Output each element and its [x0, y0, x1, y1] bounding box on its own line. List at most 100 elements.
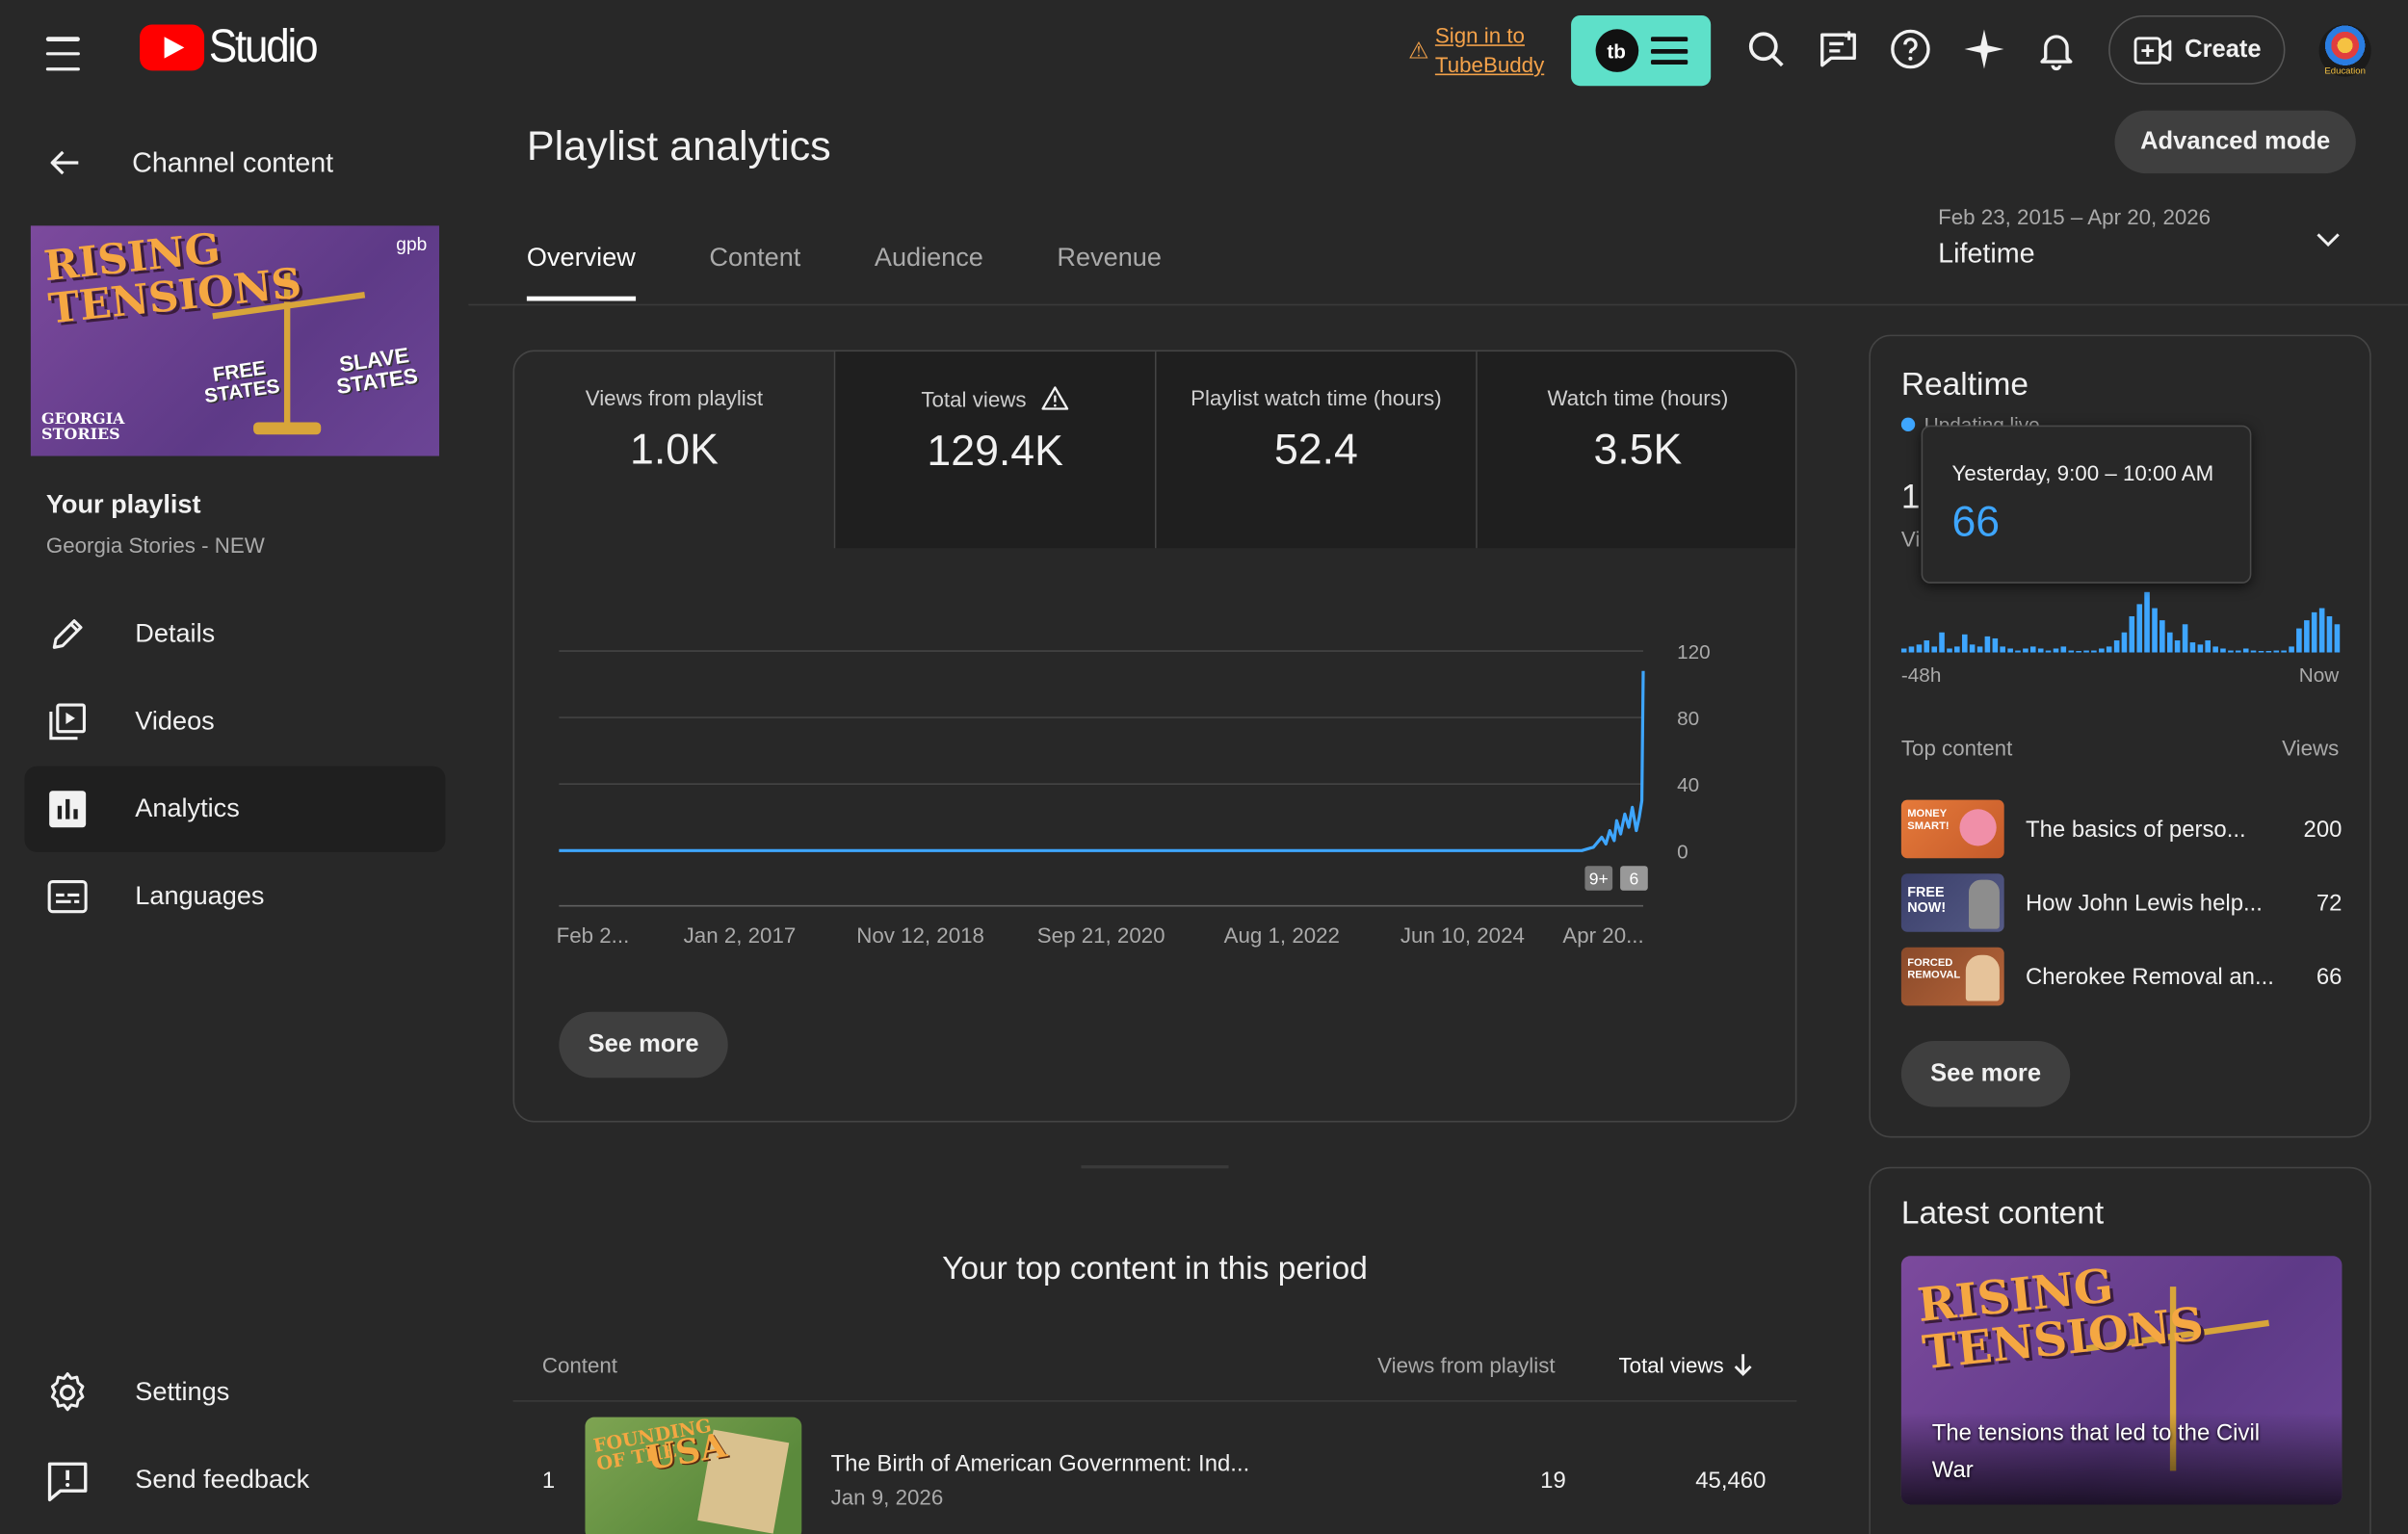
- series-line: [559, 670, 1645, 852]
- x-tick-label: Nov 12, 2018: [856, 923, 984, 948]
- row-total-views: 45,460: [1695, 1468, 1767, 1495]
- tubebuddy-logo-icon: tb: [1594, 29, 1638, 72]
- overview-card: Views from playlist 1.0K Total views 129…: [512, 350, 1797, 1123]
- tab-revenue[interactable]: Revenue: [1057, 242, 1162, 273]
- realtime-bar: [2083, 650, 2089, 653]
- section-divider: [1081, 1165, 1229, 1169]
- item-title: Cherokee Removal an...: [2026, 963, 2274, 990]
- list-item[interactable]: MONEY SMART! The basics of perso... 200: [1900, 799, 2342, 859]
- y-tick-label: 0: [1677, 841, 1688, 863]
- sidebar-item-videos[interactable]: Videos: [25, 679, 446, 765]
- realtime-bar: [2136, 604, 2143, 653]
- realtime-bar: [2060, 646, 2067, 653]
- live-dot-icon: [1900, 417, 1916, 432]
- sidebar-item-analytics[interactable]: Analytics: [24, 766, 446, 852]
- sidebar-item-send-feedback[interactable]: Send feedback: [25, 1437, 446, 1522]
- latest-content-thumbnail[interactable]: RISING TENSIONS The tensions that led to …: [1900, 1256, 2343, 1505]
- realtime-bar: [1900, 648, 1907, 653]
- table-row[interactable]: 1 FOUNDING OF THE USA The Birth of Americ…: [513, 1405, 1797, 1534]
- realtime-bar: [2045, 650, 2052, 653]
- x-tick-label: Apr 20...: [1562, 923, 1643, 948]
- realtime-bar: [1916, 644, 1923, 653]
- avatar[interactable]: Education: [2318, 24, 2371, 77]
- sidebar: Channel content RISING TENSIONS FREE STATE…: [0, 98, 468, 1534]
- latest-content-title: Latest content: [1900, 1196, 2105, 1232]
- sidebar-item-label: Videos: [135, 706, 215, 736]
- tooltip-time: Yesterday, 9:00 – 10:00 AM: [1951, 460, 2214, 485]
- realtime-title: Realtime: [1900, 367, 2029, 403]
- row-thumbnail: FOUNDING OF THE USA: [585, 1417, 802, 1534]
- item-views: 66: [2316, 963, 2343, 990]
- metric-playlist-watch-time[interactable]: Playlist watch time (hours) 52.4: [1156, 351, 1478, 549]
- thumb-free-states: FREE STATES: [202, 355, 281, 407]
- advanced-mode-button[interactable]: Advanced mode: [2114, 110, 2356, 174]
- sparkle-icon[interactable]: [1959, 25, 2008, 74]
- comments-icon[interactable]: [1814, 25, 1863, 74]
- realtime-bar: [1992, 637, 1999, 653]
- realtime-bar: [2318, 608, 2325, 653]
- col-views-from-playlist[interactable]: Views from playlist: [1377, 1352, 1556, 1378]
- sort-down-icon: [1735, 1354, 1753, 1377]
- metric-views-from-playlist[interactable]: Views from playlist 1.0K: [514, 351, 836, 549]
- menu-icon[interactable]: [45, 31, 92, 71]
- period-range: Feb 23, 2015 – Apr 20, 2026: [1938, 204, 2212, 229]
- chevron-down-icon[interactable]: [2313, 224, 2343, 263]
- sidebar-item-settings[interactable]: Settings: [25, 1349, 446, 1435]
- tab-content[interactable]: Content: [709, 242, 801, 273]
- list-item[interactable]: FORCED REMOVAL Cherokee Removal an... 66: [1900, 947, 2343, 1006]
- metric-watch-time[interactable]: Watch time (hours) 3.5K: [1477, 351, 1795, 549]
- help-icon[interactable]: [1886, 25, 1935, 74]
- realtime-bar: [2296, 628, 2302, 653]
- views-line-chart[interactable]: 120 80 40 0 Feb 2... Jan 2, 2017 Nov 12, 2018 S…: [514, 548, 1796, 962]
- menu-lines-icon: [1650, 37, 1688, 65]
- thumb-slave-states: SLAVE STATES: [334, 342, 420, 399]
- thumb-brand: GEORGIA STORIES: [41, 411, 125, 444]
- period-value: Lifetime: [1938, 238, 2035, 270]
- col-content: Content: [541, 1352, 618, 1378]
- create-label: Create: [2185, 36, 2262, 63]
- realtime-see-more-button[interactable]: See more: [1900, 1041, 2071, 1107]
- realtime-bar: [2242, 648, 2249, 653]
- item-thumbnail: MONEY SMART!: [1900, 799, 2004, 859]
- search-icon[interactable]: [1741, 25, 1791, 74]
- realtime-bar: [1969, 644, 1976, 653]
- back-arrow-icon: [50, 150, 79, 175]
- tab-overview[interactable]: Overview: [526, 243, 636, 301]
- realtime-bar-chart[interactable]: [1900, 582, 2343, 653]
- y-tick-label: 120: [1677, 641, 1711, 663]
- playlist-thumbnail[interactable]: RISING TENSIONS FREE STATES SLAVE STATES GE…: [30, 225, 439, 456]
- video-plus-icon: [2133, 36, 2171, 65]
- realtime-bar: [2037, 648, 2044, 653]
- x-tick-label: Jun 10, 2024: [1400, 923, 1525, 948]
- sidebar-item-label: Send feedback: [135, 1465, 310, 1495]
- sidebar-item-label: Languages: [135, 881, 265, 911]
- period-selector[interactable]: Feb 23, 2015 – Apr 20, 2026 Lifetime: [1938, 204, 2211, 271]
- pencil-icon: [46, 612, 90, 656]
- metric-label: Views from playlist: [585, 385, 764, 410]
- realtime-bar: [2174, 640, 2181, 653]
- caption-gradient: [1900, 1412, 2343, 1505]
- metric-total-views[interactable]: Total views 129.4K: [835, 351, 1157, 549]
- logo-text: Studio: [208, 21, 319, 72]
- back-to-channel-content[interactable]: Channel content: [46, 144, 333, 181]
- realtime-bar: [2205, 640, 2211, 653]
- create-button[interactable]: Create: [2108, 14, 2286, 85]
- tubebuddy-menu-button[interactable]: tb: [1571, 14, 1712, 87]
- bell-icon[interactable]: [2031, 25, 2081, 74]
- tab-audience[interactable]: Audience: [874, 242, 983, 273]
- see-more-button[interactable]: See more: [559, 1011, 728, 1079]
- realtime-bar: [2023, 648, 2028, 653]
- tubebuddy-signin-link[interactable]: ⚠ Sign in to TubeBuddy: [1408, 21, 1544, 80]
- y-tick-label: 40: [1677, 774, 1699, 796]
- col-total-views[interactable]: Total views: [1618, 1353, 1754, 1377]
- realtime-bar: [2326, 615, 2333, 653]
- realtime-bar: [2250, 650, 2257, 653]
- sidebar-item-details[interactable]: Details: [25, 591, 446, 677]
- list-item[interactable]: FREE NOW! How John Lewis help... 72: [1900, 873, 2342, 932]
- sidebar-item-languages[interactable]: Languages: [25, 853, 446, 939]
- studio-logo[interactable]: Studio: [140, 21, 326, 73]
- realtime-bar: [2167, 632, 2173, 653]
- realtime-bar: [2311, 611, 2317, 653]
- row-rank: 1: [541, 1468, 556, 1495]
- realtime-bar: [1939, 632, 1945, 653]
